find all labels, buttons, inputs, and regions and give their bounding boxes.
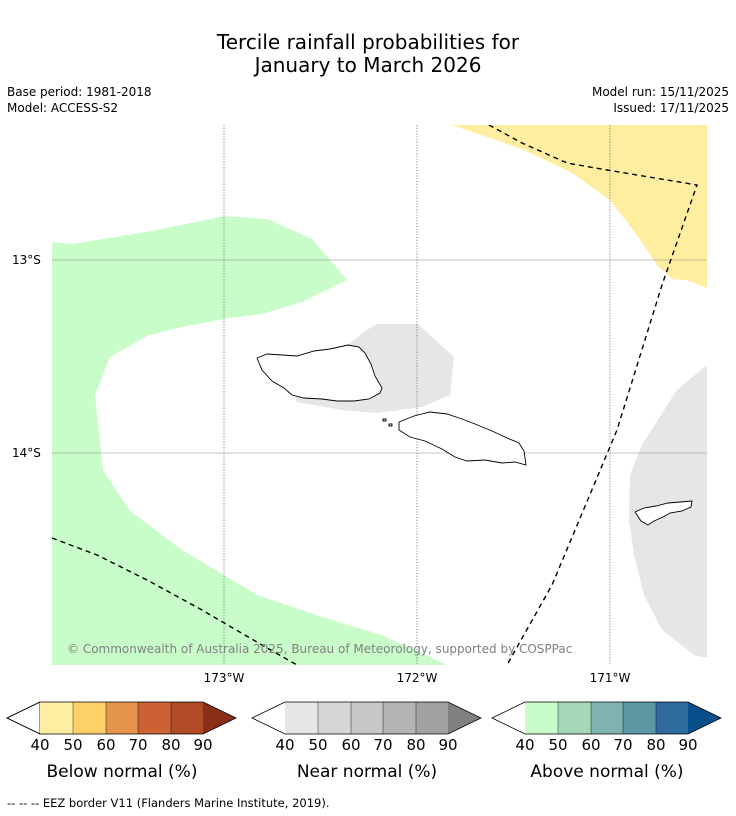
issued-date: Issued: 17/11/2025 [613, 101, 729, 115]
legend-near-swatch-4 [383, 702, 416, 734]
gridlines [52, 259, 707, 454]
legend-below-swatch-3 [106, 702, 138, 734]
legend-above-tick: 60 [581, 736, 601, 754]
legend-below-swatch-5 [171, 702, 203, 734]
legend-near-max-triangle [448, 702, 481, 734]
legend-above-swatch-4 [623, 702, 656, 734]
legend-below-label: Below normal (%) [46, 762, 198, 782]
legend-below-tick: 60 [96, 736, 116, 754]
legend-near-label: Near normal (%) [296, 762, 438, 782]
lon-label-171w: 171°W [589, 671, 631, 685]
legend-below-max-triangle [203, 702, 236, 734]
meridians [223, 125, 611, 665]
lat-label-13s: 13°S [12, 253, 41, 267]
legend-above-max-triangle [688, 702, 721, 734]
model-run: Model run: 15/11/2025 [591, 85, 729, 99]
legend-near-swatch-5 [416, 702, 448, 734]
island-savaii [256, 344, 383, 402]
copyright-notice: © Commonwealth of Australia 2025, Bureau… [67, 642, 573, 656]
island-tutuila [634, 500, 693, 526]
legend-below-tick: 70 [128, 736, 148, 754]
legend-below-colorbar [6, 701, 237, 735]
legend-above-tick: 40 [515, 736, 535, 754]
eez-border-east [488, 125, 698, 665]
eez-border-southwest [52, 537, 298, 665]
legend-near-swatch-2 [318, 702, 351, 734]
legend-above-colorbar [491, 701, 722, 735]
title-line-2: January to March 2026 [254, 53, 482, 77]
legend-above-tick: 80 [646, 736, 666, 754]
island-upolu [398, 411, 527, 466]
legend-above-swatch-5 [656, 702, 688, 734]
eez-borders [52, 125, 698, 665]
legend-below-swatch-1 [40, 702, 73, 734]
meta-right: Model run: 15/11/2025 Issued: 17/11/2025 [592, 84, 729, 116]
map-area [52, 125, 707, 665]
legend-near-tick: 90 [438, 736, 458, 754]
legend-near-tick: 70 [373, 736, 393, 754]
legend-below-tick: 50 [63, 736, 83, 754]
legend-near-min-triangle [252, 702, 285, 734]
title-line-1: Tercile rainfall probabilities for [216, 30, 520, 54]
legend-above-tick: 70 [613, 736, 633, 754]
legend-near-tick: 80 [406, 736, 426, 754]
legend-above-min-triangle [492, 702, 525, 734]
legend-above-swatch-1 [525, 702, 558, 734]
base-period: Base period: 1981-2018 [7, 85, 152, 99]
legend-near-tick: 40 [275, 736, 295, 754]
lon-label-172w: 172°W [396, 671, 438, 685]
legend-below-swatch-2 [73, 702, 106, 734]
map-svg [52, 125, 707, 665]
eez-footnote: -- -- -- EEZ border V11 (Flanders Marine… [7, 796, 330, 810]
island-manono [382, 418, 387, 422]
legend-near-swatch-3 [351, 702, 383, 734]
legend-below-swatch-4 [138, 702, 171, 734]
legend-above-tick: 90 [678, 736, 698, 754]
island-apolima [388, 423, 393, 427]
legend-near-tick: 50 [308, 736, 328, 754]
legend-near-colorbar [251, 701, 482, 735]
map-title: Tercile rainfall probabilities for Janua… [0, 31, 736, 77]
lon-label-173w: 173°W [203, 671, 245, 685]
legend-below-tick: 40 [30, 736, 50, 754]
below-normal-region [452, 125, 707, 288]
legend-above-swatch-2 [558, 702, 591, 734]
meta-left: Base period: 1981-2018 Model: ACCESS-S2 [7, 84, 152, 116]
legend-above-tick: 50 [548, 736, 568, 754]
legend-near-swatch-1 [285, 702, 318, 734]
legend-below-min-triangle [6, 701, 41, 735]
legend-near-tick: 60 [341, 736, 361, 754]
above-normal-region [52, 216, 447, 665]
legend-below-tick: 80 [161, 736, 181, 754]
legend-above-swatch-3 [591, 702, 623, 734]
legend-above-label: Above normal (%) [530, 762, 684, 782]
legend-below-tick: 90 [193, 736, 213, 754]
model-name: Model: ACCESS-S2 [7, 101, 119, 115]
lat-label-14s: 14°S [12, 446, 41, 460]
